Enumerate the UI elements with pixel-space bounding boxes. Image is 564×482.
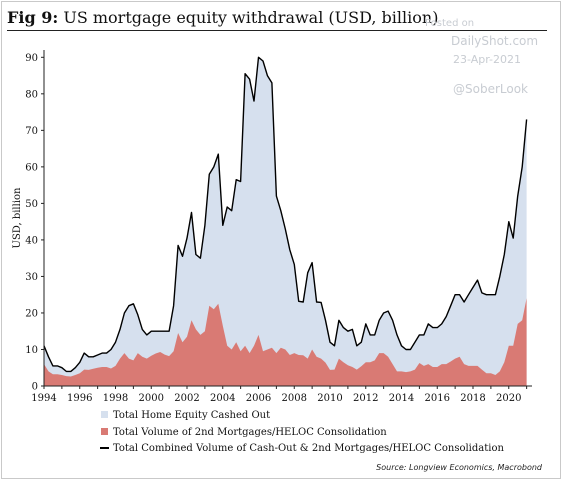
y-tick-label: 30 xyxy=(25,272,38,283)
y-tick-label: 10 xyxy=(25,345,38,356)
y-tick-label: 60 xyxy=(25,162,38,173)
x-tick-label: 2004 xyxy=(210,393,235,404)
x-tick-label: 2014 xyxy=(389,393,414,404)
x-tick-label: 2002 xyxy=(174,393,199,404)
legend-swatch-home-equity-cashed-out xyxy=(101,411,108,418)
legend-label-home-equity-cashed-out: Total Home Equity Cashed Out xyxy=(113,410,270,421)
legend-label-combined-volume: Total Combined Volume of Cash-Out & 2nd … xyxy=(113,443,504,454)
legend-swatch-2nd-mortgages-heloc xyxy=(101,428,108,435)
series-line-combined-volume xyxy=(43,56,528,373)
x-tick-label: 2012 xyxy=(353,393,378,404)
y-tick-label: 80 xyxy=(25,89,38,100)
y-axis-title: USD, billion xyxy=(12,187,23,249)
title-rule xyxy=(7,30,547,31)
series-area-home-equity-cashed-out xyxy=(44,57,527,387)
y-tick-label: 0 xyxy=(32,382,38,393)
series-area-2nd-mortgages-heloc xyxy=(44,298,527,386)
y-tick-label: 40 xyxy=(25,235,38,246)
watermark-site: DailyShot.com xyxy=(451,34,539,48)
x-tick-label: 1994 xyxy=(31,393,56,404)
x-tick-label: 1998 xyxy=(103,393,128,404)
x-tick-label: 2000 xyxy=(139,393,164,404)
y-tick-label: 70 xyxy=(25,126,38,137)
chart-source: Source: Longview Economics, Macrobond xyxy=(376,463,542,472)
watermark-posted: Posted on xyxy=(425,18,475,29)
y-tick-label: 90 xyxy=(25,53,38,64)
y-tick-label: 50 xyxy=(25,199,38,210)
figure-title: Fig 9: US mortgage equity withdrawal (US… xyxy=(7,8,438,27)
x-tick-label: 1996 xyxy=(67,393,92,404)
figure-title-text: US mortgage equity withdrawal (USD, bill… xyxy=(63,8,439,27)
plot-area xyxy=(43,56,528,387)
watermark-date: 23-Apr-2021 xyxy=(453,53,522,66)
legend-label-2nd-mortgages-heloc: Total Volume of 2nd Mortgages/HELOC Cons… xyxy=(113,427,387,438)
axes: 0 10 20 30 40 50 60 70 80 90 1994 1996 1998 2000 2002 2… xyxy=(12,50,532,404)
watermark-handle: @SoberLook xyxy=(453,82,528,96)
x-tick-label: 2018 xyxy=(460,393,485,404)
x-tick-label: 2010 xyxy=(317,393,342,404)
x-tick-label: 2016 xyxy=(425,393,450,404)
figure-label: Fig 9: xyxy=(7,8,59,27)
legend: Total Home Equity Cashed Out Total Volume… xyxy=(100,410,504,454)
x-tick-label: 2008 xyxy=(282,393,307,404)
x-tick-label: 2006 xyxy=(246,393,271,404)
x-tick-label: 2020 xyxy=(496,393,521,404)
y-tick-label: 20 xyxy=(25,308,38,319)
